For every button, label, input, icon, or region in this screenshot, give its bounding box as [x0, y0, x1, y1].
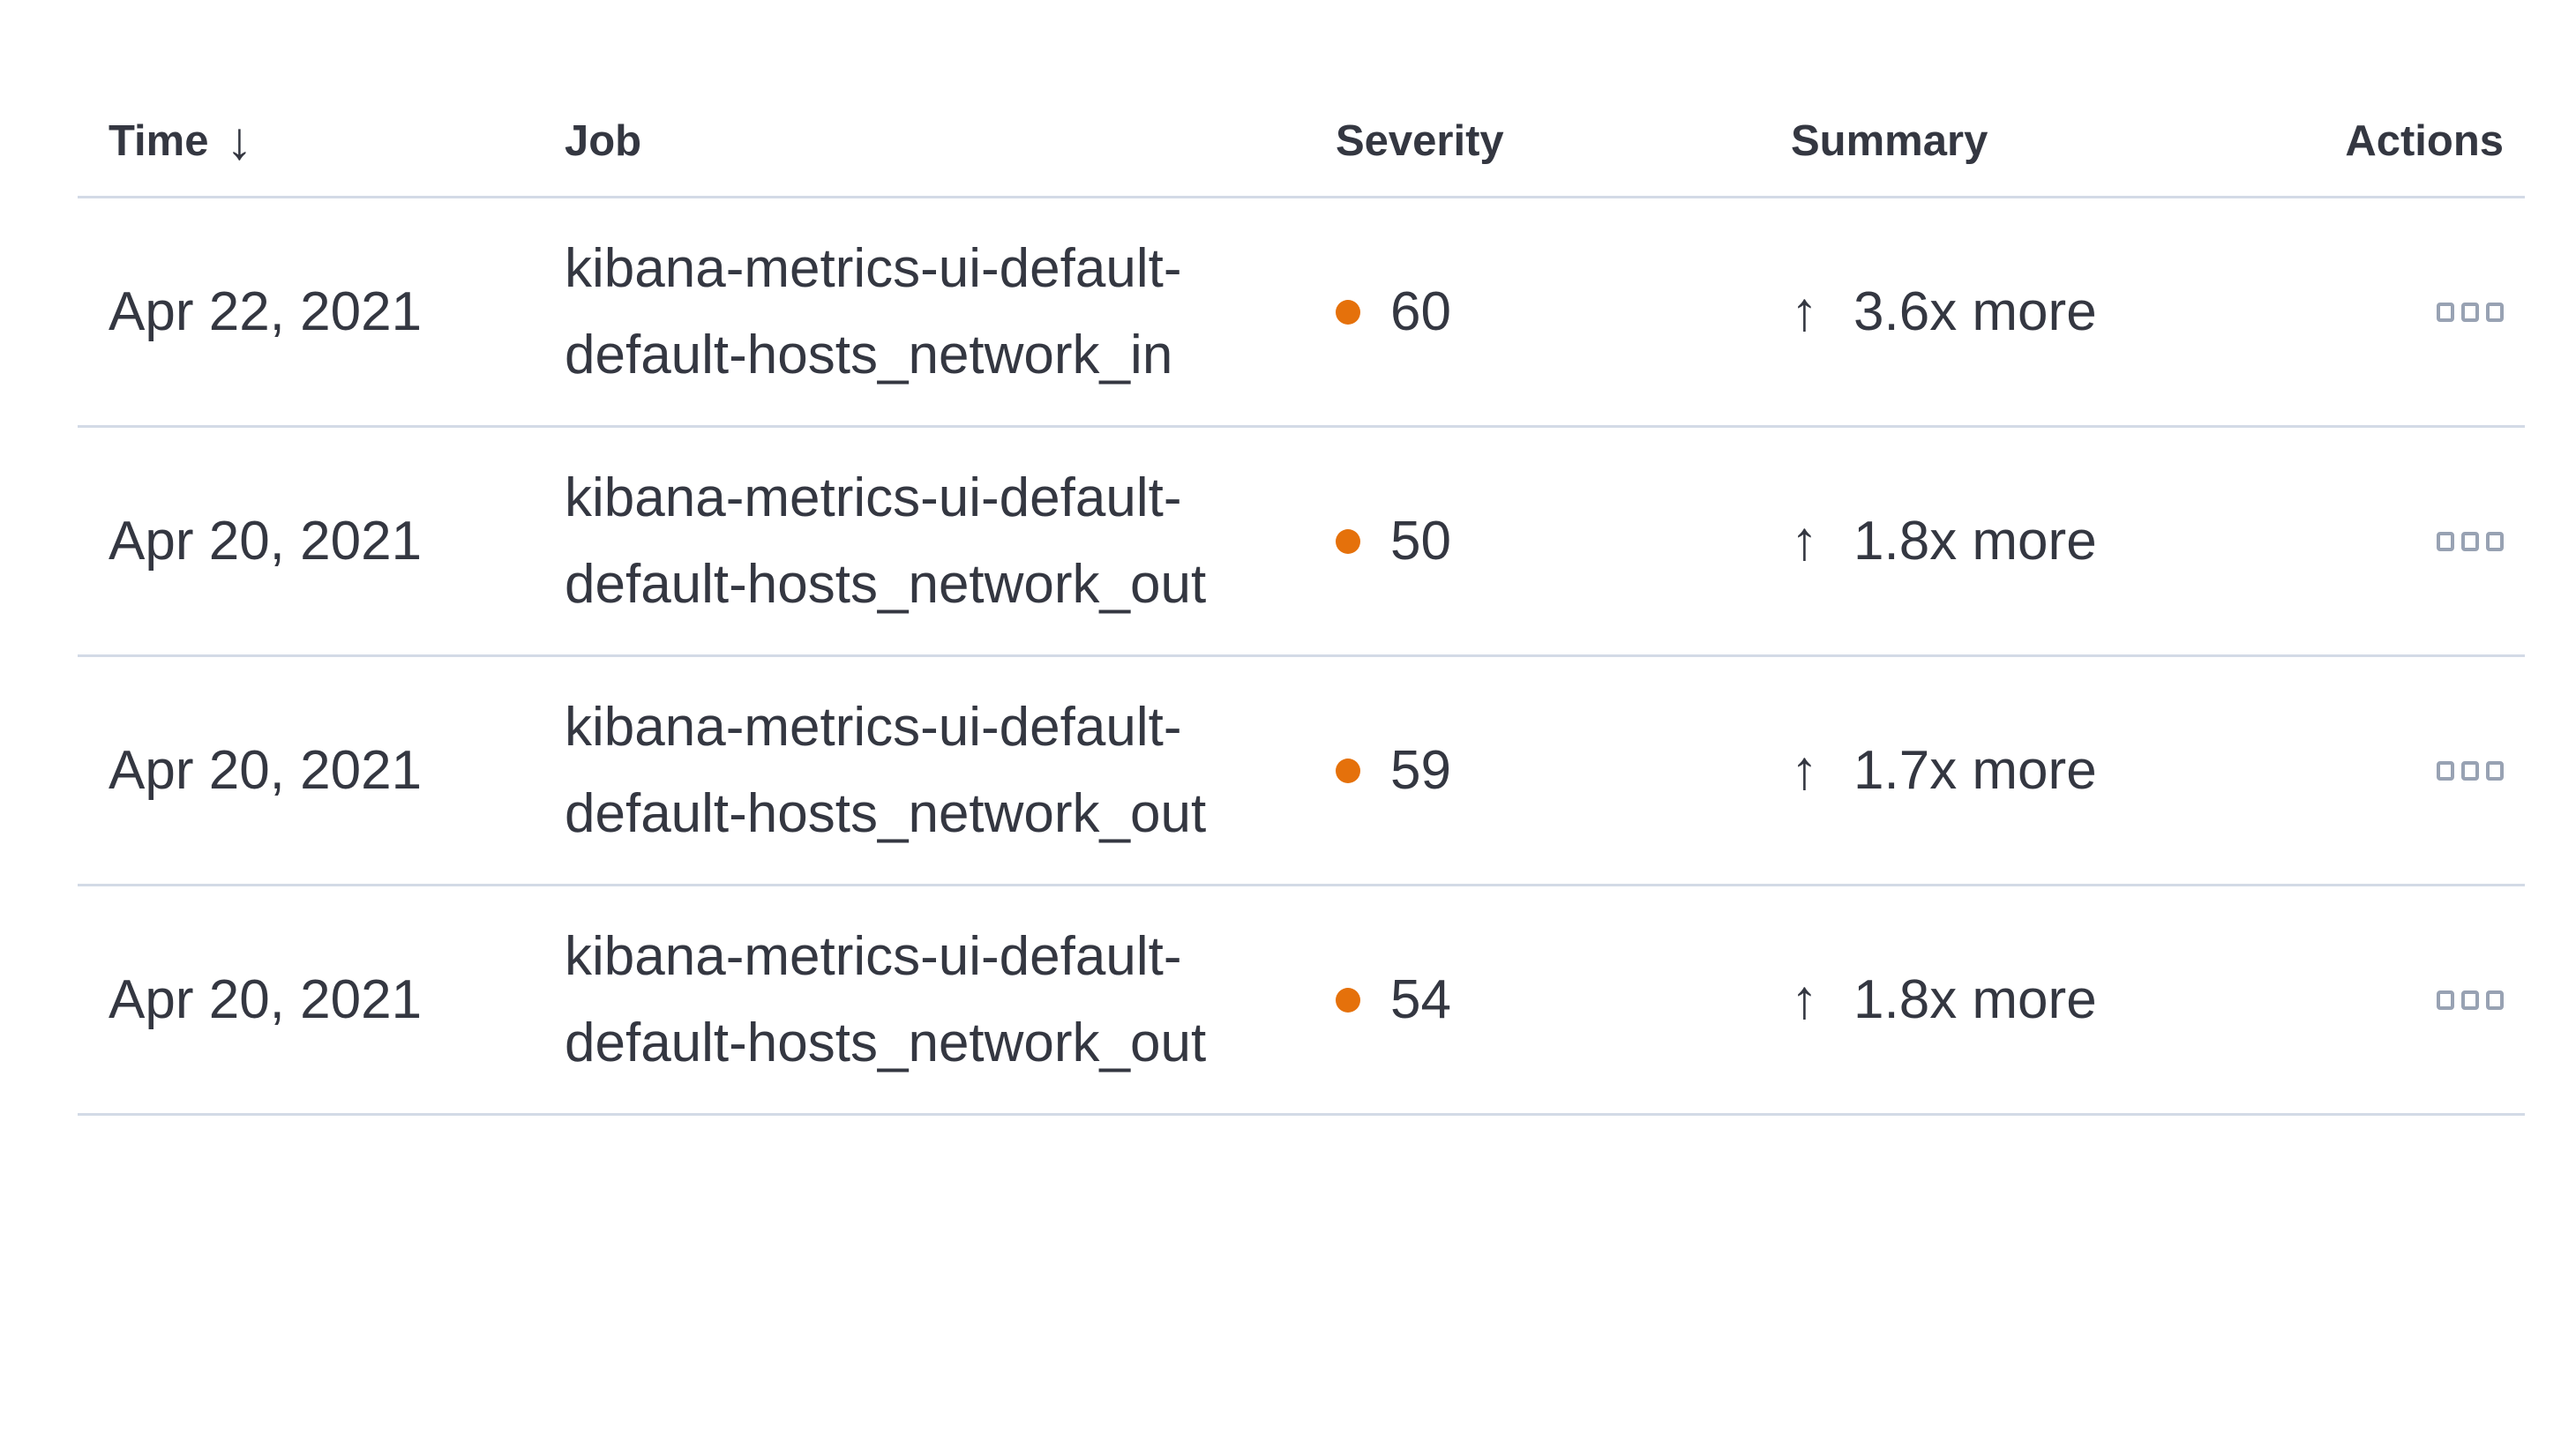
- column-header-time-label: Time: [109, 117, 209, 165]
- arrow-up-icon: ↑: [1791, 739, 1818, 801]
- time-cell: Apr 20, 2021: [78, 957, 565, 1043]
- job-cell: kibana-metrics-ui-default-default-hosts_…: [565, 226, 1336, 399]
- arrow-up-icon: ↑: [1791, 510, 1818, 572]
- time-cell: Apr 20, 2021: [78, 498, 565, 585]
- row-actions-button[interactable]: [2437, 990, 2504, 1010]
- anomalies-table: Time ↓ Job Severity Summary Actions Apr …: [78, 0, 2525, 1116]
- column-header-actions: Actions: [2345, 113, 2525, 169]
- job-cell: kibana-metrics-ui-default-default-hosts_…: [565, 914, 1336, 1087]
- sort-descending-icon: ↓: [226, 111, 253, 170]
- boxes-horizontal-icon: [2486, 990, 2504, 1010]
- boxes-horizontal-icon: [2437, 760, 2454, 781]
- severity-dot-icon: [1336, 299, 1360, 325]
- summary-value: 1.8x more: [1853, 968, 2097, 1030]
- table-row: Apr 20, 2021 kibana-metrics-ui-default-d…: [78, 886, 2525, 1116]
- summary-value: 3.6x more: [1853, 280, 2097, 342]
- boxes-horizontal-icon: [2437, 990, 2454, 1010]
- job-cell: kibana-metrics-ui-default-default-hosts_…: [565, 684, 1336, 857]
- boxes-horizontal-icon: [2437, 302, 2454, 322]
- severity-value: 50: [1390, 510, 1451, 572]
- column-header-time[interactable]: Time ↓: [78, 113, 565, 169]
- actions-cell: [2347, 531, 2525, 551]
- job-cell: kibana-metrics-ui-default-default-hosts_…: [565, 455, 1336, 628]
- time-cell: Apr 20, 2021: [78, 728, 565, 814]
- severity-value: 59: [1390, 739, 1451, 801]
- severity-value: 60: [1390, 280, 1451, 342]
- column-header-severity-label: Severity: [1336, 117, 1504, 165]
- severity-value: 54: [1390, 968, 1451, 1030]
- arrow-up-icon: ↑: [1791, 280, 1818, 342]
- time-value: Apr 20, 2021: [109, 968, 423, 1030]
- time-cell: Apr 22, 2021: [78, 269, 565, 355]
- table-row: Apr 20, 2021 kibana-metrics-ui-default-d…: [78, 428, 2525, 657]
- summary-value: 1.7x more: [1853, 739, 2097, 801]
- time-value: Apr 22, 2021: [109, 280, 423, 342]
- column-header-job-label: Job: [565, 117, 642, 165]
- boxes-horizontal-icon: [2437, 531, 2454, 551]
- severity-dot-icon: [1336, 758, 1360, 783]
- job-value: kibana-metrics-ui-default-default-hosts_…: [565, 237, 1182, 385]
- actions-cell: [2347, 990, 2525, 1010]
- summary-cell: ↑ 1.8x more: [1791, 957, 2347, 1043]
- table-row: Apr 22, 2021 kibana-metrics-ui-default-d…: [78, 198, 2525, 428]
- time-value: Apr 20, 2021: [109, 510, 423, 572]
- row-actions-button[interactable]: [2437, 302, 2504, 322]
- boxes-horizontal-icon: [2486, 531, 2504, 551]
- severity-dot-icon: [1336, 987, 1360, 1013]
- column-header-summary: Summary: [1791, 113, 2347, 169]
- time-value: Apr 20, 2021: [109, 739, 423, 801]
- arrow-up-icon: ↑: [1791, 968, 1818, 1030]
- row-actions-button[interactable]: [2437, 760, 2504, 781]
- boxes-horizontal-icon: [2486, 302, 2504, 322]
- severity-cell: 54: [1336, 957, 1791, 1043]
- table-header-row: Time ↓ Job Severity Summary Actions: [78, 0, 2525, 198]
- column-header-actions-label: Actions: [2345, 117, 2504, 165]
- summary-cell: ↑ 1.7x more: [1791, 728, 2347, 814]
- boxes-horizontal-icon: [2461, 302, 2479, 322]
- table-body: Apr 22, 2021 kibana-metrics-ui-default-d…: [78, 198, 2525, 1116]
- severity-cell: 50: [1336, 498, 1791, 585]
- column-header-summary-label: Summary: [1791, 117, 1988, 165]
- job-value: kibana-metrics-ui-default-default-hosts_…: [565, 925, 1207, 1073]
- actions-cell: [2347, 760, 2525, 781]
- column-header-job: Job: [565, 113, 1336, 169]
- job-value: kibana-metrics-ui-default-default-hosts_…: [565, 467, 1207, 615]
- boxes-horizontal-icon: [2486, 760, 2504, 781]
- table-row: Apr 20, 2021 kibana-metrics-ui-default-d…: [78, 657, 2525, 886]
- row-actions-button[interactable]: [2437, 531, 2504, 551]
- job-value: kibana-metrics-ui-default-default-hosts_…: [565, 696, 1207, 844]
- severity-cell: 59: [1336, 728, 1791, 814]
- severity-dot-icon: [1336, 528, 1360, 554]
- summary-cell: ↑ 1.8x more: [1791, 498, 2347, 585]
- summary-cell: ↑ 3.6x more: [1791, 269, 2347, 355]
- boxes-horizontal-icon: [2461, 760, 2479, 781]
- severity-cell: 60: [1336, 269, 1791, 355]
- boxes-horizontal-icon: [2461, 990, 2479, 1010]
- actions-cell: [2347, 302, 2525, 322]
- boxes-horizontal-icon: [2461, 531, 2479, 551]
- summary-value: 1.8x more: [1853, 510, 2097, 572]
- column-header-severity: Severity: [1336, 113, 1791, 169]
